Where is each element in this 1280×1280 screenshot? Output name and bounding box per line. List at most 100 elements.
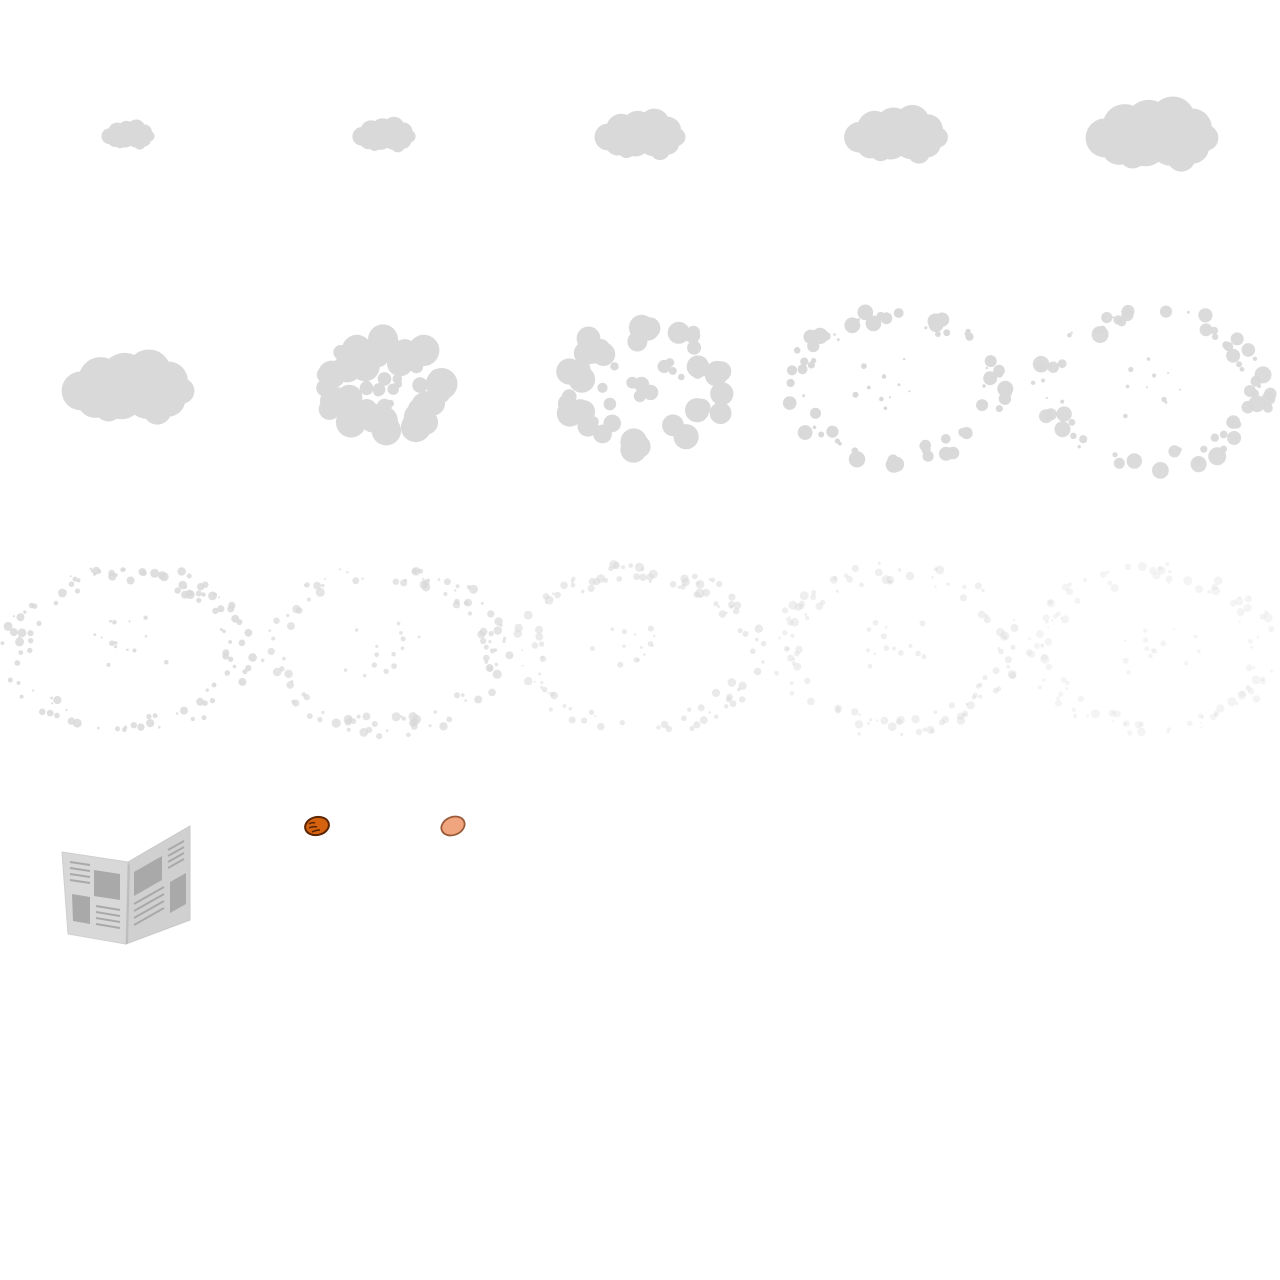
smoke-particle <box>1060 617 1063 620</box>
smoke-particle <box>729 605 734 609</box>
smoke-particle <box>637 318 659 341</box>
smoke-particle <box>1252 666 1256 669</box>
smoke-particle <box>130 722 137 729</box>
smoke-particle <box>554 591 561 599</box>
smoke-particle <box>540 685 544 689</box>
bean-icon <box>437 812 471 840</box>
smoke-particle <box>755 637 759 642</box>
smoke-particle <box>164 659 169 665</box>
smoke-particle <box>931 576 934 579</box>
smoke-particle <box>617 661 624 668</box>
smoke-particle <box>851 708 859 716</box>
smoke-particle <box>849 321 856 327</box>
smoke-particle <box>343 714 353 724</box>
smoke-particle <box>710 382 734 406</box>
smoke-particle <box>647 641 654 647</box>
smoke-particle <box>1178 388 1181 391</box>
smoke-particle <box>372 351 388 367</box>
smoke-particle <box>1268 626 1275 633</box>
smoke-particle <box>1200 721 1203 724</box>
smoke-particle <box>1046 599 1056 608</box>
smoke-particle <box>787 654 795 662</box>
smoke-particle <box>201 715 207 721</box>
smoke-particle <box>610 627 615 631</box>
smoke-particle <box>1060 615 1070 624</box>
smoke-particle <box>679 434 694 449</box>
smoke-particle <box>791 661 796 666</box>
smoke-particle <box>361 577 364 580</box>
smoke-particle <box>422 577 425 580</box>
smoke-particle <box>368 324 398 355</box>
smoke-particle <box>716 580 723 588</box>
smoke-particle <box>1041 643 1044 647</box>
smoke-particle <box>1010 644 1016 650</box>
smoke-particle <box>800 357 809 366</box>
smoke-particle <box>385 729 389 732</box>
smoke-particle <box>400 646 405 651</box>
smoke-particle <box>372 383 386 396</box>
smoke-particle <box>832 576 838 581</box>
smoke-particle <box>1200 726 1203 729</box>
smoke-particle <box>1152 462 1169 479</box>
smoke-particle <box>488 688 496 697</box>
smoke-particle <box>650 140 670 161</box>
smoke-particle <box>835 708 841 714</box>
smoke-particle <box>897 650 904 656</box>
smoke-particle <box>65 709 68 712</box>
smoke-particle <box>242 669 248 675</box>
smoke-particle <box>16 681 21 685</box>
smoke-particle <box>774 670 779 676</box>
smoke-particle <box>908 390 911 393</box>
smoke-particle <box>1027 652 1030 655</box>
smoke-particle <box>992 687 999 694</box>
smoke-particle <box>493 626 503 635</box>
smoke-particle <box>146 713 152 720</box>
coin-bronze-icon <box>300 812 334 840</box>
smoke-particle <box>1252 356 1258 361</box>
smoke-particle <box>113 645 118 649</box>
smoke-frame-10 <box>1024 256 1280 512</box>
smoke-particle <box>798 600 805 607</box>
smoke-particle <box>535 625 543 634</box>
smoke-particle <box>391 651 396 657</box>
smoke-particle <box>1047 599 1054 605</box>
smoke-particle <box>866 385 871 390</box>
smoke-particle <box>444 578 451 586</box>
smoke-particle <box>1248 596 1251 598</box>
smoke-particle <box>597 722 605 731</box>
smoke-particle <box>115 138 126 149</box>
smoke-particle <box>3 621 13 631</box>
smoke-particle <box>132 648 137 653</box>
smoke-particle <box>714 714 719 719</box>
smoke-particle <box>789 690 795 696</box>
smoke-particle <box>1257 384 1262 389</box>
smoke-particle <box>1270 669 1273 673</box>
smoke-particle <box>152 713 158 719</box>
smoke-particle <box>790 633 795 638</box>
smoke-particle <box>336 384 363 411</box>
smoke-particle <box>603 414 621 433</box>
smoke-particle <box>879 396 884 402</box>
smoke-particle <box>134 138 146 150</box>
smoke-particle <box>1110 583 1119 592</box>
smoke-particle <box>588 709 595 715</box>
smoke-particle <box>46 709 54 717</box>
smoke-particle <box>956 712 964 720</box>
smoke-particle <box>1025 649 1033 656</box>
smoke-particle <box>400 579 408 587</box>
smoke-particle <box>109 619 112 623</box>
smoke-particle <box>1187 310 1190 314</box>
smoke-particle <box>867 721 870 725</box>
smoke-particle <box>1213 710 1219 716</box>
smoke-particle <box>18 636 21 639</box>
smoke-particle <box>922 727 927 732</box>
smoke-particle <box>971 695 977 700</box>
smoke-particle <box>1113 710 1121 718</box>
smoke-particle <box>1071 707 1076 712</box>
smoke-particle <box>1117 317 1127 327</box>
smoke-particle <box>1010 623 1019 632</box>
smoke-particle <box>982 675 988 681</box>
smoke-particle <box>786 378 795 388</box>
smoke-particle <box>383 668 389 675</box>
smoke-particle <box>1198 308 1213 323</box>
